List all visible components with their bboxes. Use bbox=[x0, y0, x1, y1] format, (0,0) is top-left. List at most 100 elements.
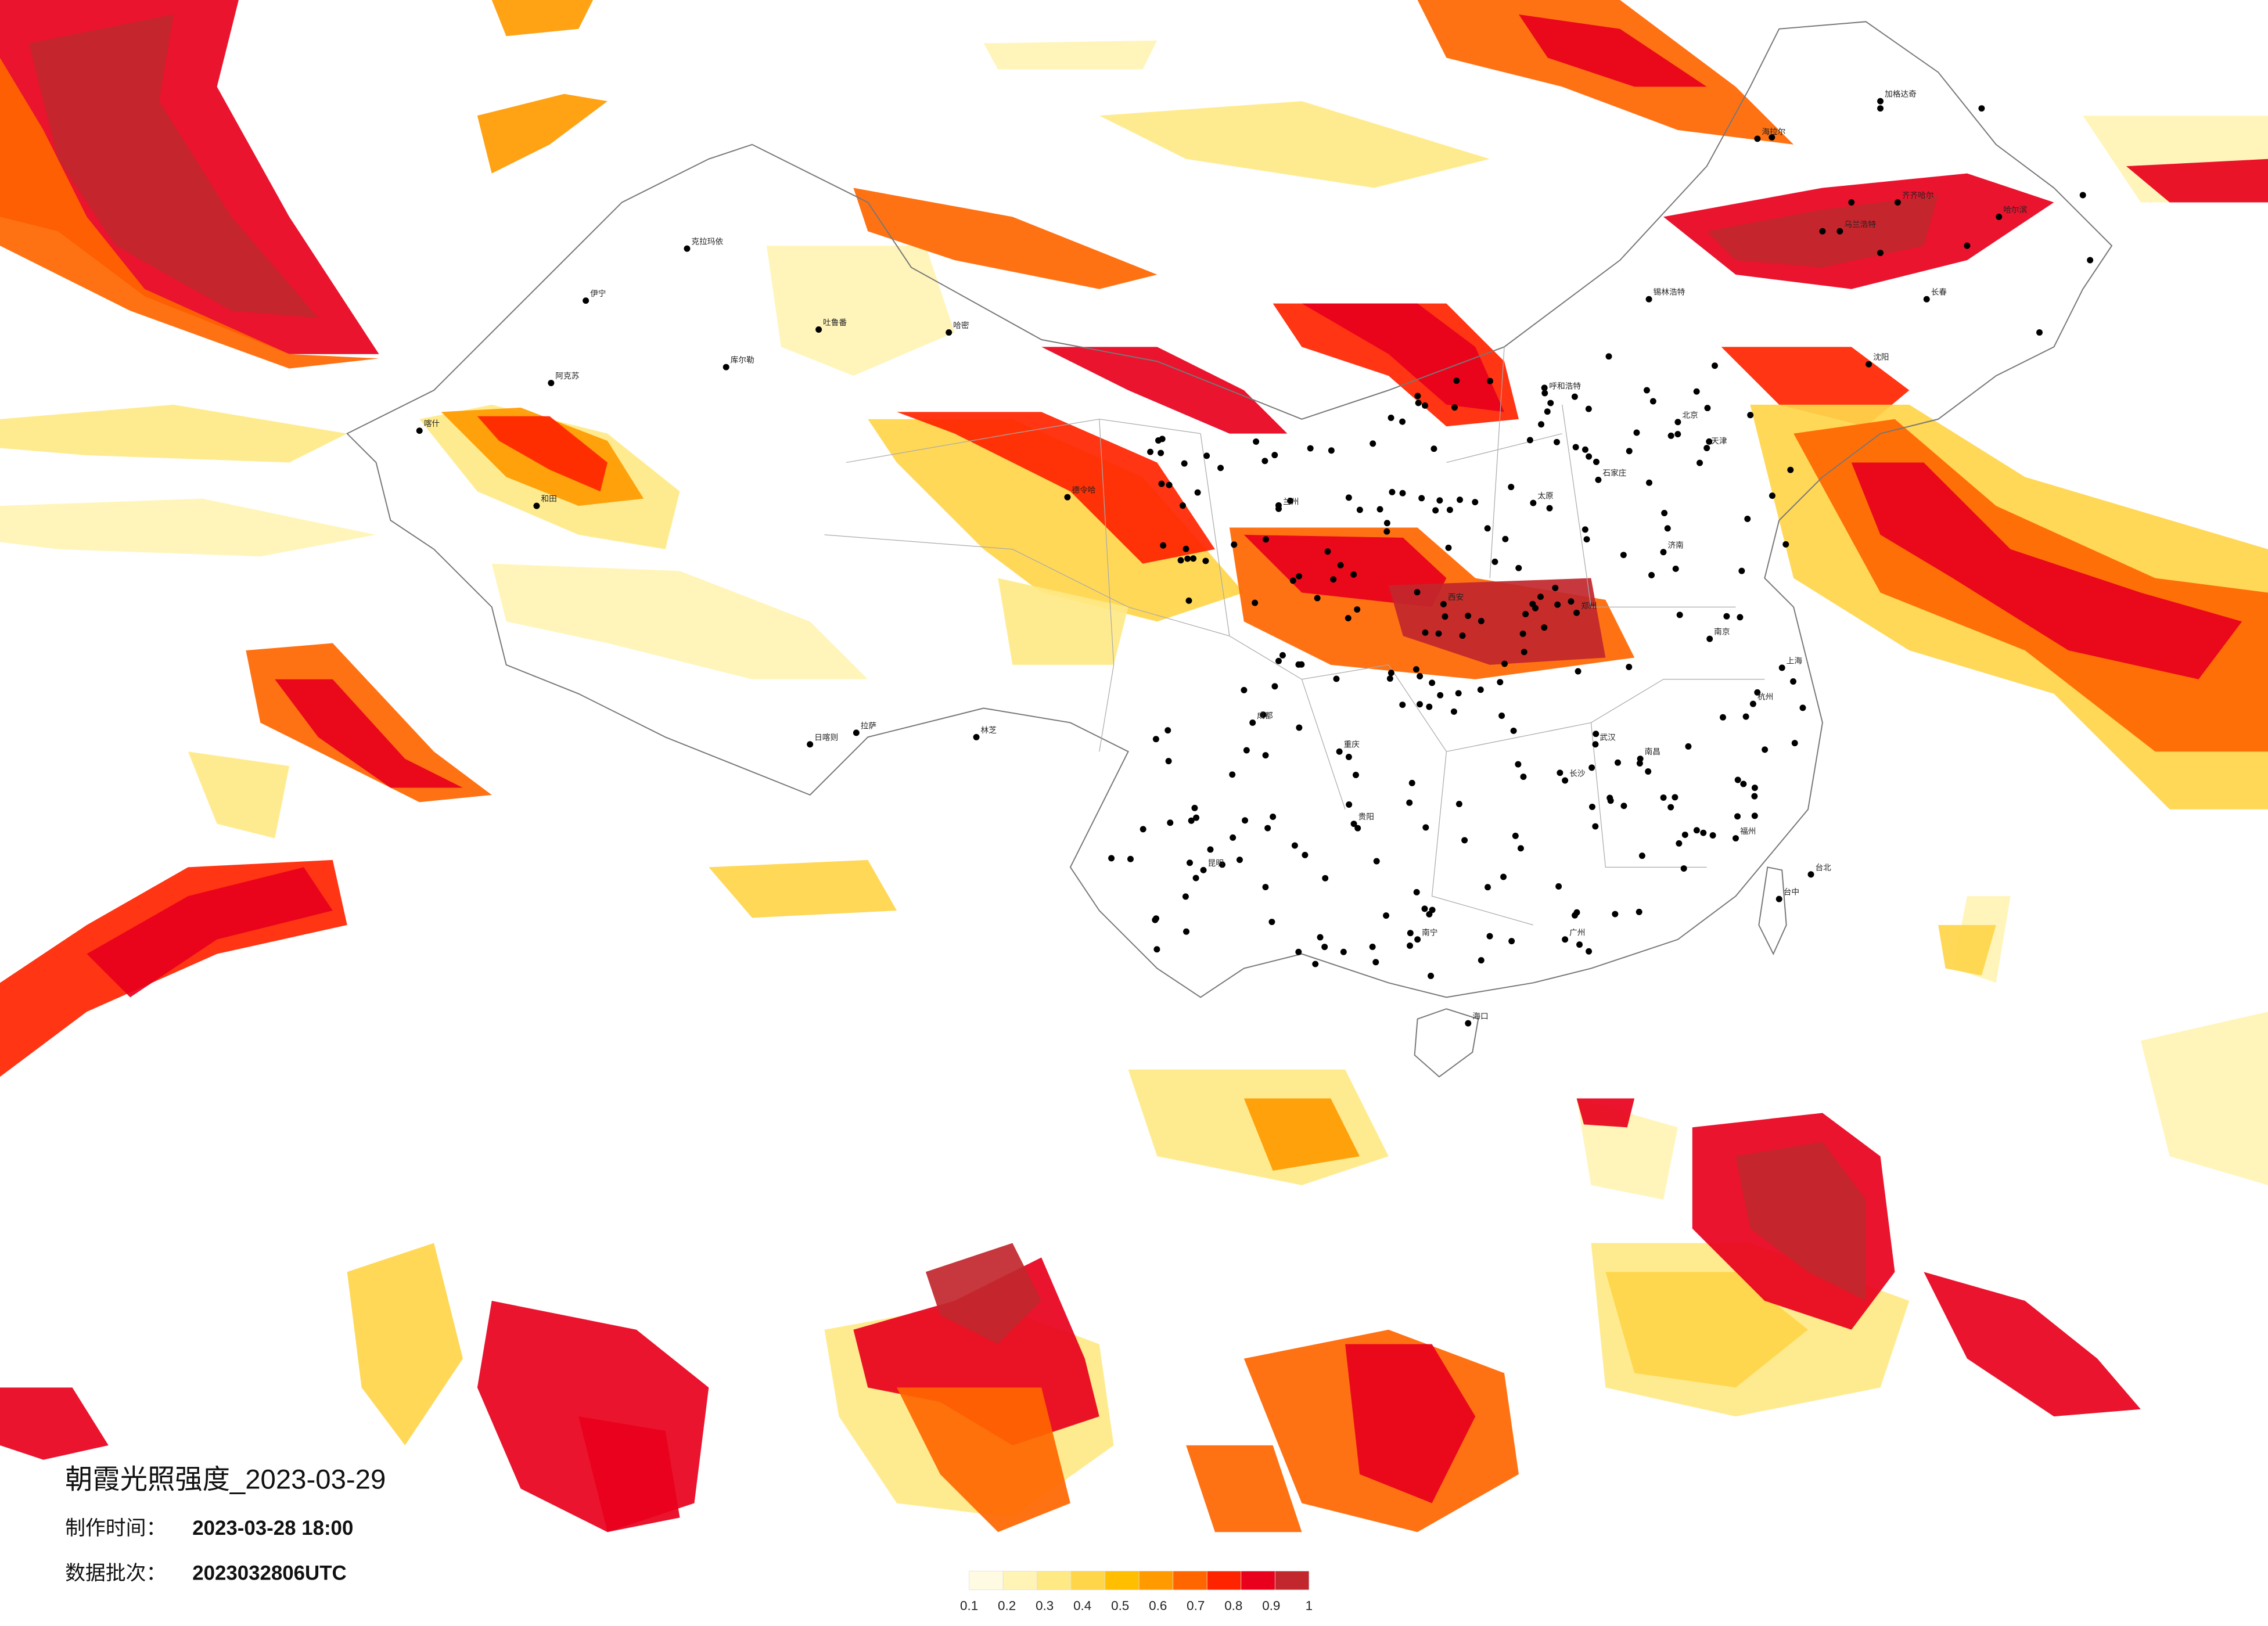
city-dot bbox=[1571, 393, 1578, 400]
city-dot bbox=[1333, 675, 1340, 682]
city-dot bbox=[1676, 611, 1683, 618]
city-dot bbox=[1645, 768, 1652, 775]
city-dot bbox=[1295, 948, 1302, 955]
city-dot bbox=[1515, 564, 1522, 571]
city-dot bbox=[1586, 453, 1593, 460]
city-dot bbox=[1520, 774, 1527, 780]
city-label: 台北 bbox=[1815, 863, 1831, 872]
intensity-area bbox=[0, 1387, 109, 1460]
city-dot bbox=[1744, 516, 1751, 523]
city-dot bbox=[1185, 597, 1192, 604]
intensity-area bbox=[897, 1387, 1070, 1533]
city-dot bbox=[1164, 727, 1171, 734]
city-dot bbox=[1508, 484, 1515, 491]
city-dot bbox=[1455, 690, 1462, 697]
city-label: 伊宁 bbox=[590, 289, 606, 298]
city-dot bbox=[1418, 495, 1425, 502]
city-dot bbox=[1964, 242, 1971, 249]
city-dot bbox=[1737, 614, 1744, 621]
city-dot bbox=[1422, 402, 1429, 409]
legend-tick-label: 0.5 bbox=[1111, 1599, 1129, 1613]
city-dot bbox=[1575, 668, 1582, 675]
city-dot bbox=[2079, 192, 2086, 199]
city-dot bbox=[1544, 408, 1551, 415]
map-title: 朝霞光照强度_2023-03-29 bbox=[65, 1465, 386, 1495]
city-dot bbox=[1512, 832, 1519, 839]
city-dot bbox=[1923, 296, 1930, 303]
city-dot bbox=[1241, 686, 1248, 693]
city-dot bbox=[1147, 448, 1154, 455]
city-label: 林芝 bbox=[981, 726, 997, 735]
intensity-area bbox=[275, 679, 463, 788]
city-label: 杭州 bbox=[1757, 693, 1773, 702]
intensity-area bbox=[188, 751, 290, 839]
city-dots bbox=[1108, 105, 2094, 979]
city-label: 台中 bbox=[1784, 888, 1799, 897]
city-label: 长春 bbox=[1931, 288, 1947, 297]
city-dot bbox=[1243, 747, 1250, 754]
city-dot bbox=[1421, 905, 1428, 912]
city-label: 北京 bbox=[1682, 411, 1698, 419]
city-label: 乌兰浩特 bbox=[1844, 220, 1876, 229]
city-dot bbox=[1140, 826, 1146, 833]
city-dot bbox=[1593, 458, 1600, 465]
legend-swatch bbox=[1138, 1571, 1174, 1591]
city-dot bbox=[1465, 613, 1472, 620]
city-dot bbox=[1187, 859, 1193, 866]
city-dot bbox=[1177, 557, 1184, 564]
city-dot bbox=[1262, 884, 1269, 891]
city-dot bbox=[1661, 510, 1668, 516]
legend-swatch bbox=[1070, 1571, 1106, 1591]
city-dot bbox=[1230, 834, 1237, 841]
city-dot bbox=[1553, 438, 1560, 445]
city-dot bbox=[1249, 719, 1256, 726]
city-dot bbox=[1626, 448, 1633, 455]
city-dot bbox=[1188, 817, 1195, 824]
city-dot bbox=[1573, 609, 1580, 616]
legend-swatch bbox=[1002, 1571, 1038, 1591]
city-dot bbox=[1317, 934, 1324, 941]
city-dot bbox=[1592, 823, 1599, 830]
city-label: 太原 bbox=[1537, 492, 1553, 501]
city-dot bbox=[1414, 936, 1421, 943]
city-label: 成都 bbox=[1257, 711, 1273, 720]
legend-tick-label: 0.7 bbox=[1187, 1599, 1205, 1613]
city-dot bbox=[973, 733, 980, 740]
city-dot bbox=[1487, 377, 1494, 384]
intensity-area bbox=[0, 498, 376, 557]
city-dot bbox=[1450, 708, 1457, 715]
city-dot bbox=[1612, 911, 1619, 918]
city-dot bbox=[1262, 752, 1269, 759]
city-dot bbox=[1681, 832, 1688, 839]
city-dot bbox=[1264, 825, 1271, 832]
city-dot bbox=[1383, 520, 1390, 527]
city-dot bbox=[1291, 842, 1298, 849]
city-dot bbox=[1160, 542, 1167, 549]
city-dot bbox=[1877, 98, 1884, 105]
city-dot bbox=[1289, 577, 1296, 584]
city-dot bbox=[1429, 906, 1436, 913]
city-dot bbox=[1217, 465, 1224, 472]
city-dot bbox=[1275, 505, 1282, 512]
city-label: 海拉尔 bbox=[1762, 127, 1785, 136]
city-dot bbox=[1207, 846, 1214, 853]
info-label: 制作时间： bbox=[65, 1517, 166, 1539]
city-label: 南京 bbox=[1714, 628, 1730, 636]
city-dot bbox=[1399, 490, 1406, 497]
city-dot bbox=[1510, 727, 1517, 734]
legend-swatch bbox=[1274, 1571, 1310, 1591]
city-dot bbox=[1672, 794, 1678, 801]
city-dot bbox=[1582, 526, 1588, 533]
city-dot bbox=[1538, 421, 1545, 428]
legend-swatch bbox=[1105, 1571, 1140, 1591]
city-dot bbox=[1252, 599, 1259, 606]
city-dot bbox=[1417, 701, 1423, 708]
city-dot bbox=[1307, 445, 1314, 452]
intensity-area bbox=[0, 57, 379, 369]
intensity-area bbox=[1518, 14, 1707, 87]
city-label: 克拉玛依 bbox=[691, 238, 723, 246]
city-dot bbox=[1302, 851, 1309, 858]
city-dot bbox=[1674, 419, 1681, 426]
intensity-area bbox=[868, 419, 1244, 622]
city-dot bbox=[1477, 686, 1484, 693]
